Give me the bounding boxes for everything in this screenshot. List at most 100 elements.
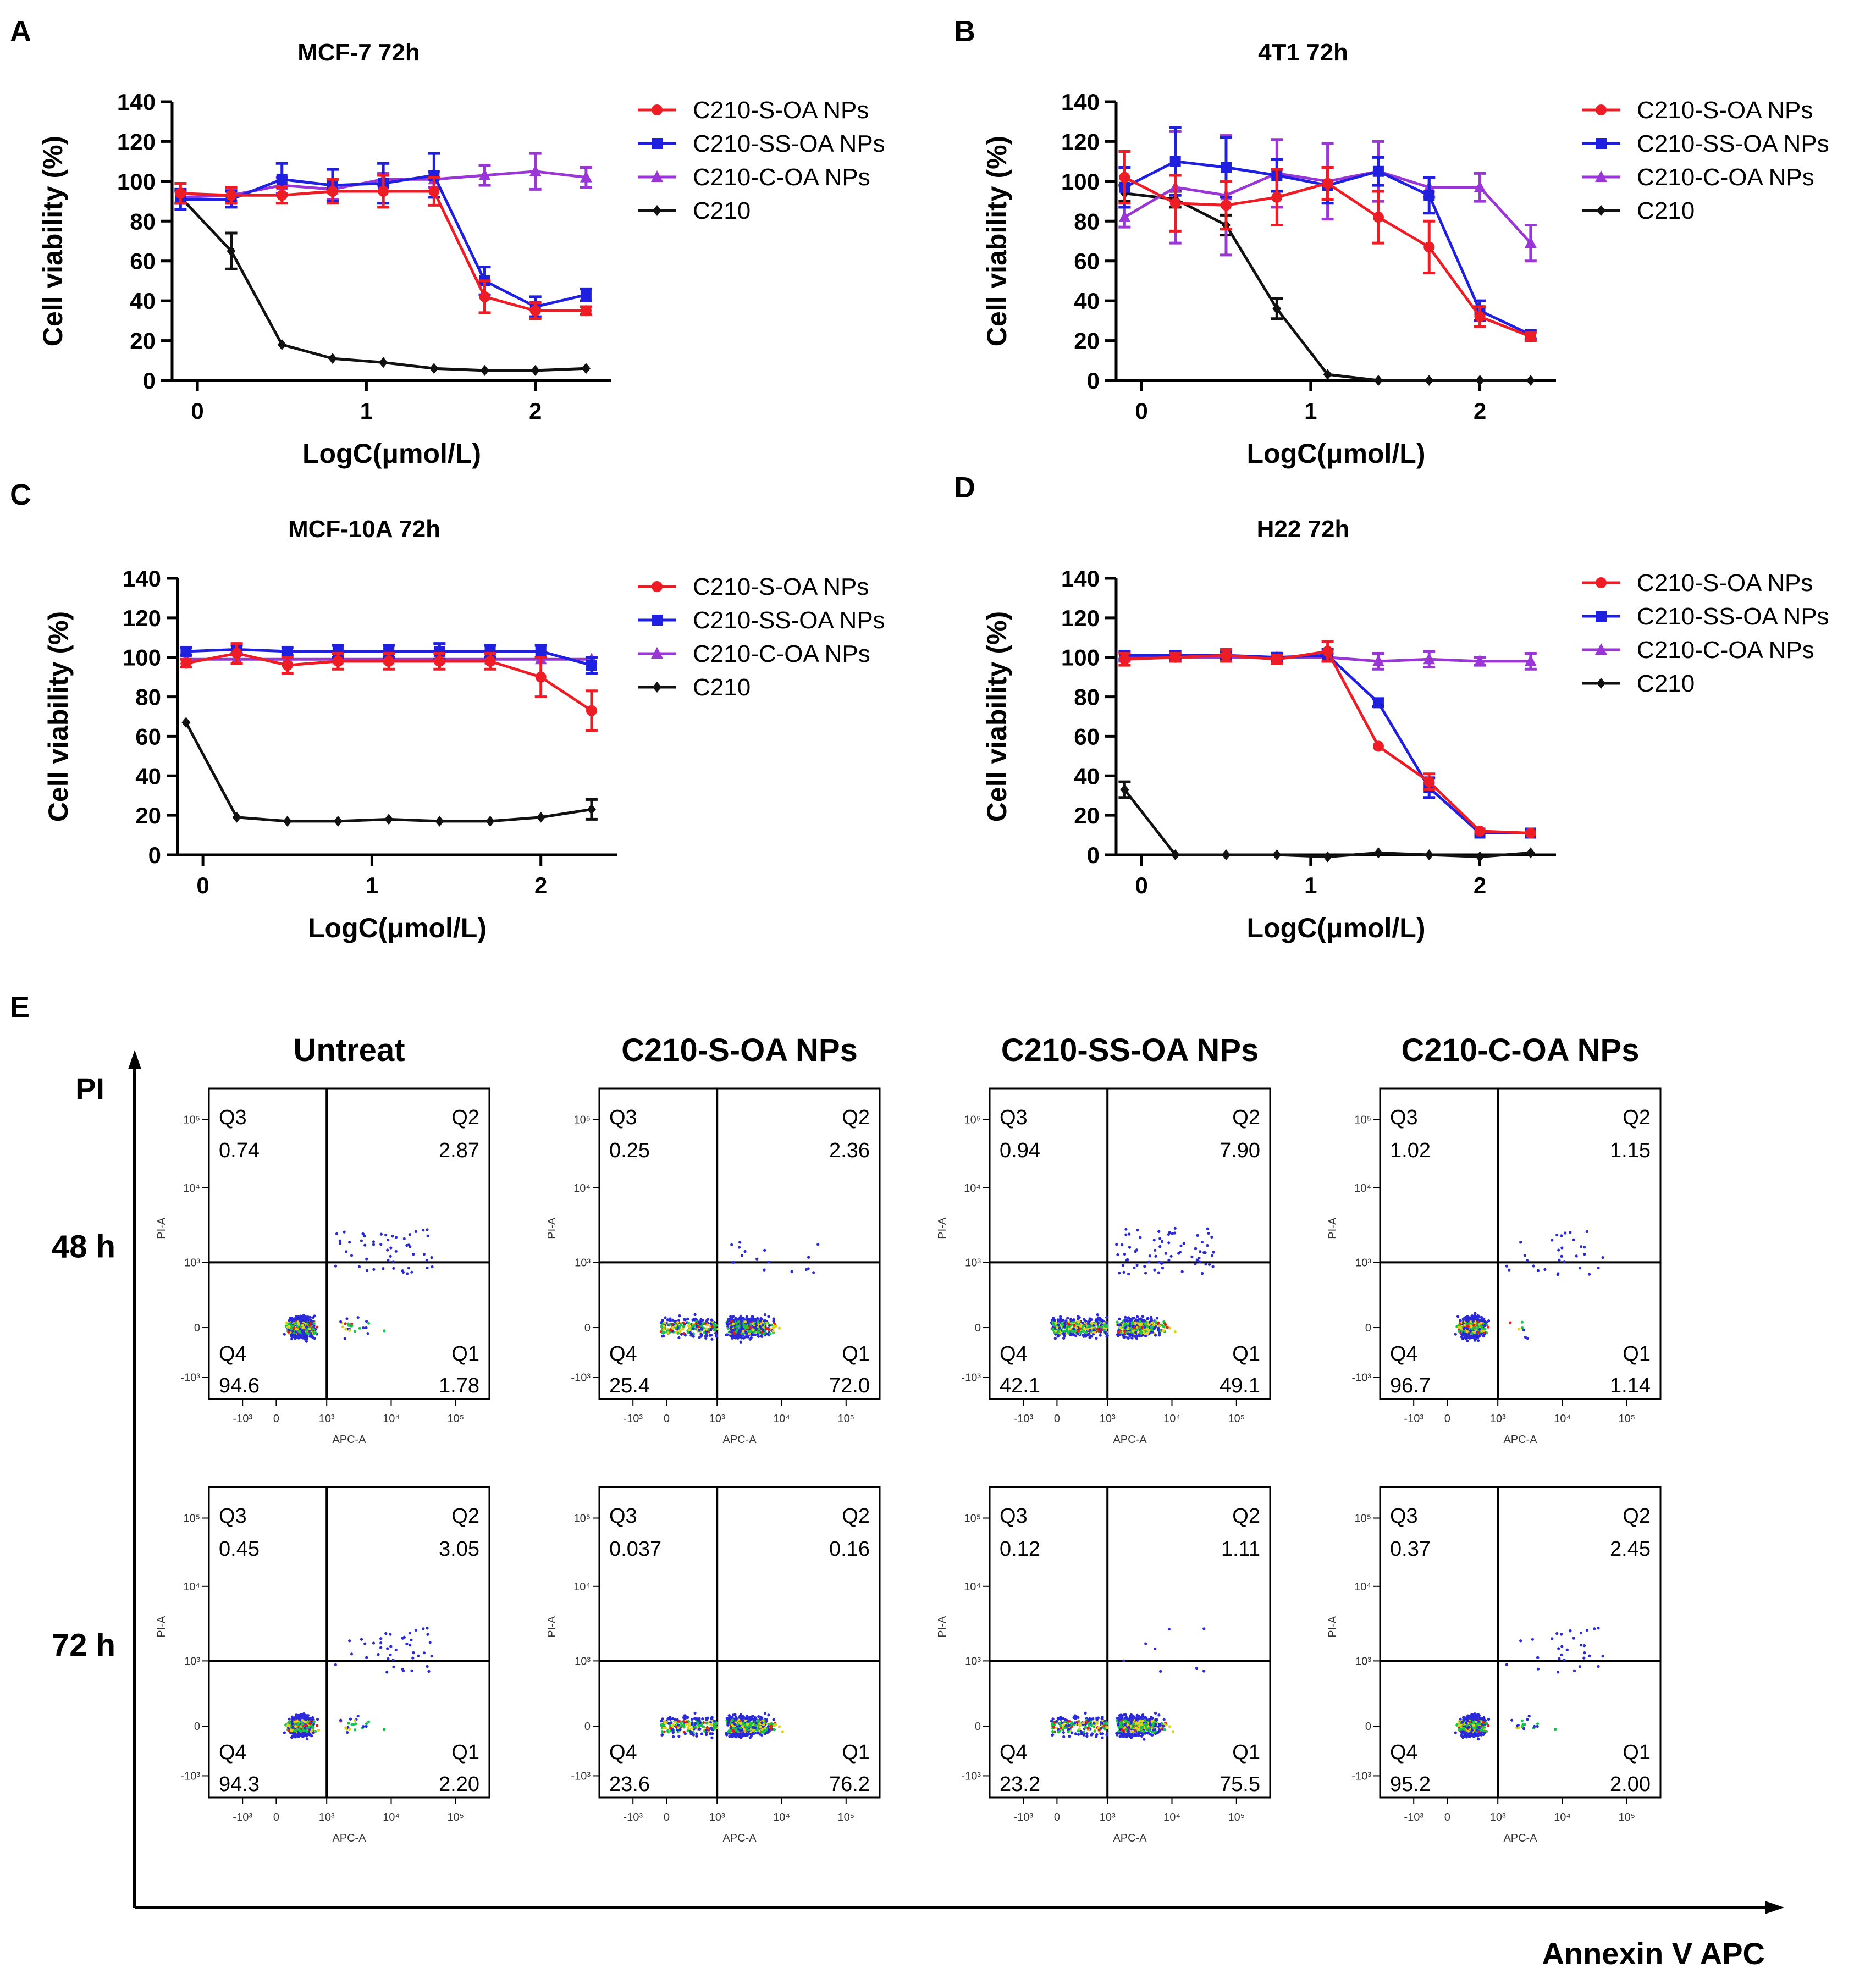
event-dot bbox=[339, 1242, 342, 1245]
event-dot bbox=[1057, 1323, 1060, 1326]
big-x-axis-arrow bbox=[1765, 1901, 1784, 1914]
event-dot bbox=[356, 1316, 360, 1319]
data-point bbox=[586, 660, 597, 671]
event-dot bbox=[737, 1246, 741, 1249]
plot-x-label: APC-A bbox=[1503, 1434, 1537, 1446]
event-dot bbox=[682, 1325, 685, 1328]
event-dot bbox=[688, 1329, 691, 1332]
quadrant-value: 42.1 bbox=[1000, 1374, 1040, 1397]
event-dot bbox=[1156, 1322, 1160, 1325]
event-dot bbox=[1130, 1336, 1134, 1340]
event-dot bbox=[367, 1322, 371, 1325]
event-dot bbox=[757, 1330, 760, 1334]
x-tick-label: 10³ bbox=[319, 1413, 335, 1425]
legend-label: C210-SS-OA NPs bbox=[1637, 130, 1829, 157]
data-point bbox=[1524, 654, 1537, 666]
event-dot bbox=[676, 1320, 680, 1324]
x-tick-label: 10⁵ bbox=[1619, 1413, 1636, 1425]
event-dot bbox=[1128, 1326, 1132, 1330]
event-dot bbox=[1146, 1332, 1149, 1335]
data-point bbox=[333, 815, 343, 827]
event-dot bbox=[767, 1315, 770, 1318]
event-dot bbox=[740, 1325, 743, 1328]
event-dot bbox=[744, 1331, 748, 1334]
event-dot bbox=[774, 1324, 777, 1328]
event-dot bbox=[694, 1317, 697, 1320]
data-point bbox=[1425, 375, 1434, 386]
event-dot bbox=[1074, 1326, 1078, 1330]
legend-marker bbox=[1595, 643, 1607, 655]
data-point bbox=[1474, 180, 1486, 192]
x-tick-label: -10³ bbox=[1404, 1413, 1423, 1425]
event-dot bbox=[292, 1327, 295, 1330]
panel-letter: E bbox=[10, 991, 30, 1024]
event-dot bbox=[1090, 1322, 1093, 1325]
event-dot bbox=[1135, 1263, 1139, 1267]
legend-marker bbox=[651, 170, 663, 182]
event-dot bbox=[1124, 1315, 1127, 1319]
event-dot bbox=[1204, 1263, 1207, 1266]
quadrant-label: Q4 bbox=[1000, 1342, 1028, 1366]
event-dot bbox=[699, 1318, 703, 1322]
event-dot bbox=[1161, 1267, 1165, 1270]
event-dot bbox=[663, 1331, 666, 1334]
event-dot bbox=[673, 1319, 676, 1323]
y-axis-label: Cell viability (%) bbox=[981, 136, 1012, 346]
y-tick-label: 0 bbox=[1087, 368, 1100, 394]
event-dot bbox=[661, 1319, 664, 1322]
event-dot bbox=[387, 1239, 390, 1242]
event-dot bbox=[1138, 1323, 1141, 1326]
event-dot bbox=[1147, 1260, 1151, 1263]
data-point bbox=[1372, 697, 1384, 709]
quadrant-value: 2.36 bbox=[829, 1139, 870, 1162]
quadrant-label: Q4 bbox=[219, 1342, 247, 1366]
data-point bbox=[225, 190, 237, 201]
series-line bbox=[185, 722, 592, 823]
data-point bbox=[1425, 849, 1434, 860]
event-dot bbox=[1148, 1254, 1151, 1258]
event-dot bbox=[401, 1269, 404, 1273]
event-dot bbox=[305, 1329, 308, 1332]
event-dot bbox=[1146, 1317, 1150, 1320]
chart-title: 4T1 72h bbox=[1258, 39, 1348, 66]
event-dot bbox=[693, 1313, 697, 1316]
event-dot bbox=[1162, 1320, 1166, 1323]
series-line bbox=[180, 190, 586, 312]
event-dot bbox=[1160, 1240, 1164, 1243]
event-dot bbox=[1100, 1325, 1103, 1329]
event-dot bbox=[1156, 1317, 1159, 1320]
x-tick-label: 10⁴ bbox=[383, 1413, 400, 1425]
quadrant-value: 2.87 bbox=[439, 1139, 479, 1162]
event-dot bbox=[739, 1314, 742, 1318]
legend-marker bbox=[1597, 678, 1605, 689]
x-tick-label: 0 bbox=[1054, 1413, 1060, 1425]
legend-label: C210-S-OA NPs bbox=[693, 97, 869, 124]
quadrant-value: 1.78 bbox=[439, 1374, 479, 1397]
x-tick-label: 0 bbox=[196, 872, 209, 898]
y-tick-label: 0 bbox=[975, 1322, 981, 1334]
event-dot bbox=[1154, 1320, 1157, 1323]
event-dot bbox=[714, 1331, 718, 1335]
data-point bbox=[383, 655, 395, 667]
y-tick-label: 0 bbox=[194, 1322, 200, 1334]
event-dot bbox=[751, 1328, 754, 1331]
event-dot bbox=[777, 1326, 781, 1330]
event-dot bbox=[671, 1326, 675, 1330]
event-dot bbox=[348, 1329, 351, 1332]
event-dot bbox=[1079, 1331, 1082, 1335]
event-dot bbox=[1143, 1332, 1147, 1335]
plot-frame bbox=[598, 1087, 881, 1400]
quadrant-label: Q1 bbox=[1232, 1342, 1260, 1366]
event-dot bbox=[737, 1335, 741, 1338]
quadrant-label: Q1 bbox=[451, 1342, 479, 1366]
event-dot bbox=[1143, 1265, 1146, 1268]
series-c210-s-oa-nps bbox=[174, 174, 592, 320]
y-tick-label: 40 bbox=[1074, 288, 1100, 314]
y-tick-label: 100 bbox=[1061, 169, 1100, 195]
event-dot bbox=[1069, 1333, 1073, 1336]
event-dot bbox=[341, 1325, 345, 1329]
event-dot bbox=[687, 1324, 691, 1327]
